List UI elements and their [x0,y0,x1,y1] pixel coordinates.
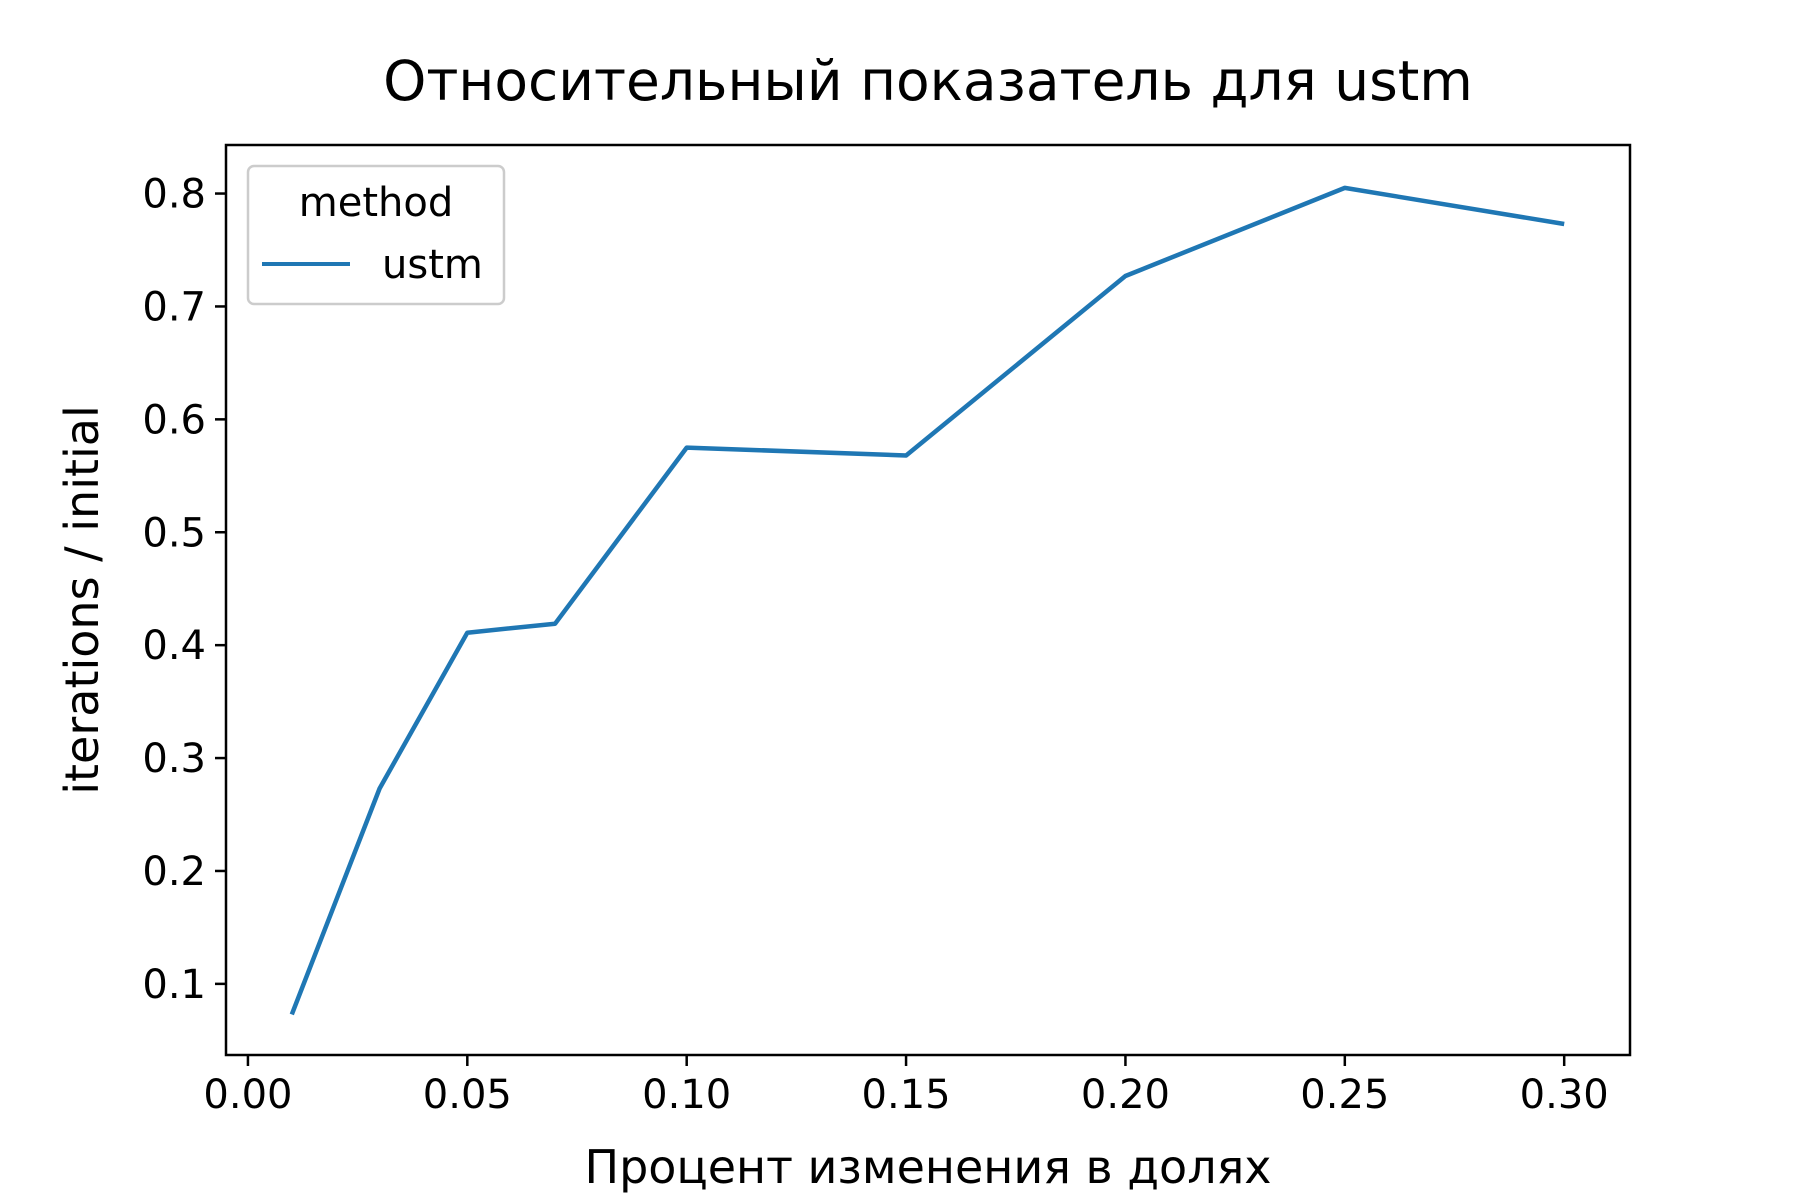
legend-box [246,164,506,306]
y-tick-label: 0.7 [142,284,206,330]
y-tick-label: 0.4 [142,623,206,669]
x-tick-label: 0.30 [1520,1072,1609,1118]
y-axis-ticks: 0.1 0.2 0.3 0.4 0.5 0.6 0.7 0.8 [142,172,226,1008]
chart-title: Относительный показатель для ustm [383,49,1473,113]
x-axis-ticks: 0.00 0.05 0.10 0.15 0.20 0.25 0.30 [203,1055,1609,1118]
y-tick-label: 0.2 [142,849,206,895]
series-line-ustm [289,185,1565,1016]
y-axis-title: iterations / initial [55,405,109,795]
y-tick-label: 0.3 [142,736,206,782]
y-tick-label: 0.1 [142,962,206,1008]
legend: method ustm [246,164,506,306]
y-tick-label: 0.8 [142,172,206,218]
x-tick-label: 0.20 [1081,1072,1170,1118]
legend-title: method [299,180,453,226]
x-tick-label: 0.05 [423,1072,512,1118]
x-tick-label: 0.00 [203,1072,292,1118]
x-tick-label: 0.25 [1300,1072,1389,1118]
plot-frame [224,143,1632,1057]
y-tick-label: 0.5 [142,510,206,556]
x-tick-label: 0.15 [862,1072,951,1118]
x-axis-title: Процент изменения в долях [584,1140,1271,1194]
series-layer [289,185,1565,1016]
legend-label-ustm: ustm [382,242,483,288]
x-tick-label: 0.10 [642,1072,731,1118]
y-tick-label: 0.6 [142,397,206,443]
